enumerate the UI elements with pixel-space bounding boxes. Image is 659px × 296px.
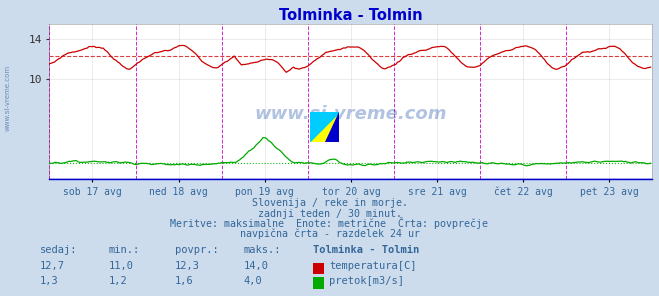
Polygon shape	[325, 112, 339, 142]
Text: 14,0: 14,0	[244, 261, 269, 271]
Text: pretok[m3/s]: pretok[m3/s]	[330, 276, 405, 286]
Text: Meritve: maksimalne  Enote: metrične  Črta: povprečje: Meritve: maksimalne Enote: metrične Črta…	[171, 217, 488, 229]
Polygon shape	[310, 112, 339, 142]
Text: www.si-vreme.com: www.si-vreme.com	[5, 65, 11, 131]
Text: 1,3: 1,3	[40, 276, 58, 286]
Text: 12,3: 12,3	[175, 261, 200, 271]
Text: sedaj:: sedaj:	[40, 245, 77, 255]
Text: min.:: min.:	[109, 245, 140, 255]
Text: zadnji teden / 30 minut.: zadnji teden / 30 minut.	[258, 209, 401, 219]
Title: Tolminka - Tolmin: Tolminka - Tolmin	[279, 7, 422, 22]
Text: temperatura[C]: temperatura[C]	[330, 261, 417, 271]
Text: 12,7: 12,7	[40, 261, 65, 271]
Text: 11,0: 11,0	[109, 261, 134, 271]
Text: 4,0: 4,0	[244, 276, 262, 286]
Text: maks.:: maks.:	[244, 245, 281, 255]
Text: www.si-vreme.com: www.si-vreme.com	[254, 105, 447, 123]
Text: povpr.:: povpr.:	[175, 245, 218, 255]
Text: Tolminka - Tolmin: Tolminka - Tolmin	[313, 245, 419, 255]
Text: navpična črta - razdelek 24 ur: navpična črta - razdelek 24 ur	[239, 229, 420, 239]
Text: 1,2: 1,2	[109, 276, 127, 286]
Polygon shape	[310, 112, 339, 142]
Text: 1,6: 1,6	[175, 276, 193, 286]
Text: Slovenija / reke in morje.: Slovenija / reke in morje.	[252, 198, 407, 208]
